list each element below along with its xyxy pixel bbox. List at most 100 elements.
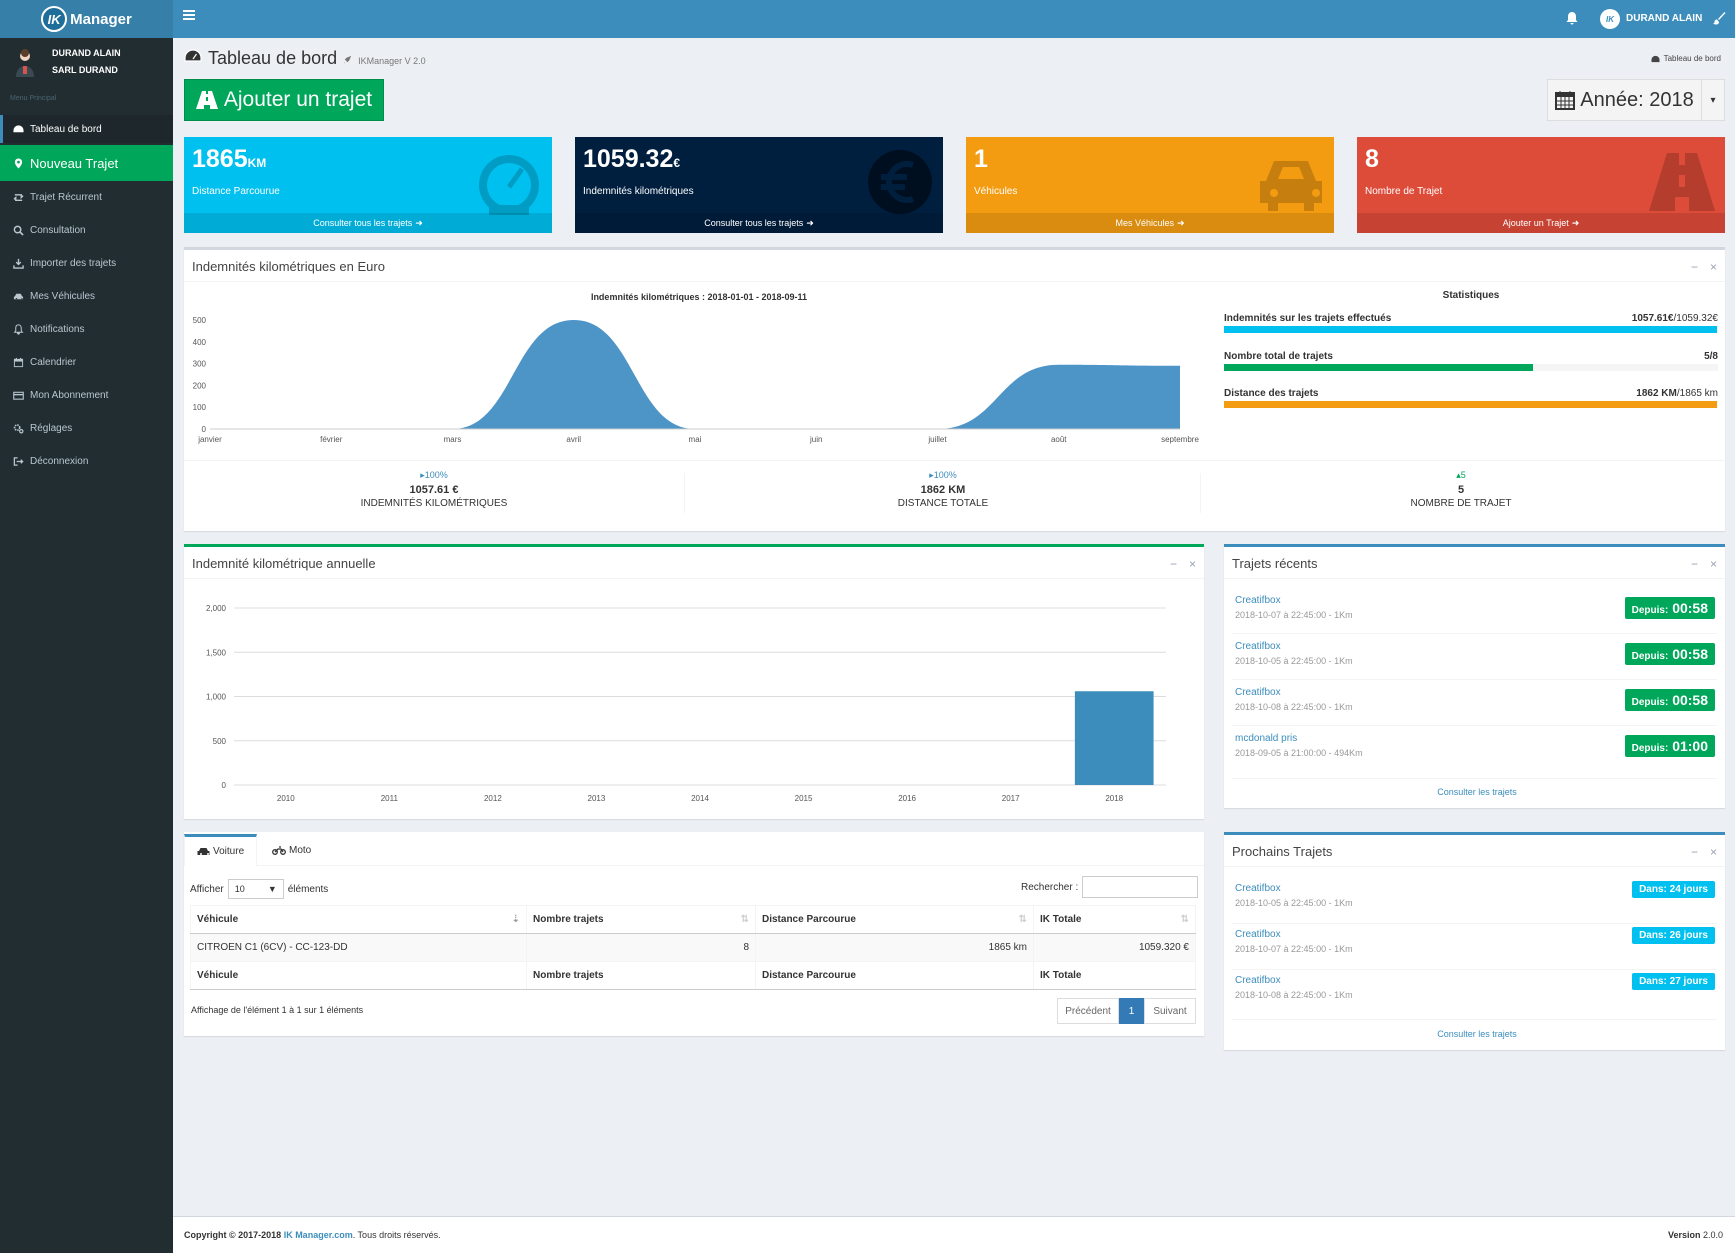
app-logo[interactable]: IK Manager — [0, 0, 173, 38]
pagination-previous[interactable]: Précédent — [1057, 998, 1119, 1024]
sidebar-item-notifications[interactable]: Notifications — [0, 315, 173, 343]
stat-link[interactable]: Mes Véhicules ➜ — [966, 213, 1334, 233]
close-icon[interactable]: × — [1188, 557, 1196, 571]
table-row: CITROEN C1 (6CV) - CC-123-DD 8 1865 km 1… — [190, 933, 1196, 962]
stat-label: Distance Parcourue — [192, 186, 280, 197]
user-menu-name[interactable]: DURAND ALAIN — [1626, 13, 1703, 24]
box-title: Indemnités kilométriques en Euro — [192, 259, 385, 274]
progress-fill — [1224, 364, 1533, 371]
sidebar-item-label: Tableau de bord — [30, 123, 102, 135]
stat-value: 1 — [974, 145, 988, 173]
recent-trip-item: Creatifbox 2018-10-05 à 22:45:00 - 1Km D… — [1235, 641, 1715, 666]
trip-name-link[interactable]: Creatifbox — [1235, 687, 1281, 698]
sidebar-item-abonnement[interactable]: Mon Abonnement — [0, 381, 173, 409]
trip-name-link[interactable]: Creatifbox — [1235, 883, 1281, 894]
y-tick-label: 1,500 — [206, 648, 227, 657]
column-header[interactable]: Nombre trajets ⇅ — [526, 905, 756, 934]
description-label: INDEMNITÉS KILOMÉTRIQUES — [360, 498, 508, 509]
bell-icon[interactable] — [1565, 11, 1579, 25]
sidebar-item-importer[interactable]: Importer des trajets — [0, 249, 173, 277]
column-header[interactable]: IK Totale ⇅ — [1033, 905, 1196, 934]
minimize-icon[interactable]: − — [1690, 845, 1698, 859]
column-header[interactable]: Véhicule ⇣ — [190, 905, 527, 934]
trip-name-link[interactable]: mcdonald pris — [1235, 733, 1298, 744]
year-selector[interactable]: Année: 2018 ▾ — [1547, 79, 1725, 121]
y-tick-label: 300 — [193, 360, 207, 369]
progress-bar — [1224, 401, 1718, 408]
table-cell: 1059.320 € — [1033, 933, 1196, 962]
close-icon[interactable]: × — [1709, 557, 1717, 571]
bar-chart: 0 500 1,000 1,500 2,000 2010 2011 2012 2013 2014 2… — [206, 604, 1166, 803]
car-icon — [1260, 161, 1322, 211]
logo-mark: IK — [41, 6, 68, 32]
table-cell: 1865 km — [755, 933, 1034, 962]
trip-detail: 2018-10-07 à 22:45:00 - 1Km — [1235, 944, 1353, 954]
trip-name-link[interactable]: Creatifbox — [1235, 975, 1281, 986]
sidebar-item-reglages[interactable]: Réglages — [0, 414, 173, 442]
box-tools: − × — [1170, 557, 1196, 571]
minimize-icon[interactable]: − — [1690, 260, 1698, 274]
chevron-down-icon[interactable]: ▾ — [1710, 94, 1716, 106]
series-area — [210, 320, 1180, 429]
description-block-trajets: ▴5 5 NOMBRE DE TRAJET — [1201, 470, 1721, 509]
add-trip-button[interactable]: Ajouter un trajet — [184, 79, 384, 121]
close-icon[interactable]: × — [1709, 260, 1717, 274]
stat-link[interactable]: Ajouter un Trajet ➜ — [1357, 213, 1725, 233]
tab-voiture[interactable]: Voiture — [184, 834, 258, 866]
sidebar-toggle-icon[interactable] — [183, 10, 195, 22]
progress-fill — [1224, 326, 1717, 333]
trip-name-link[interactable]: Creatifbox — [1235, 595, 1281, 606]
search-input[interactable] — [1082, 876, 1199, 898]
recent-trip-item: Creatifbox 2018-10-08 à 22:45:00 - 1Km D… — [1235, 687, 1715, 712]
trip-detail: 2018-10-05 à 22:45:00 - 1Km — [1235, 656, 1353, 666]
stat-link[interactable]: Consulter tous les trajets ➜ — [184, 213, 552, 233]
breadcrumb-item[interactable]: Tableau de bord — [1663, 54, 1721, 63]
euro-icon — [868, 150, 932, 214]
minimize-icon[interactable]: − — [1690, 557, 1698, 571]
trip-detail: 2018-10-07 à 22:45:00 - 1Km — [1235, 610, 1353, 620]
stat-link[interactable]: Consulter tous les trajets ➜ — [575, 213, 943, 233]
user-company: SARL DURAND — [52, 65, 118, 75]
user-profile-icon — [16, 49, 34, 77]
sidebar-item-consultation[interactable]: Consultation — [0, 216, 173, 244]
sidebar-item-tableau-de-bord[interactable]: Tableau de bord — [0, 115, 173, 143]
sidebar-item-deconnexion[interactable]: Déconnexion — [0, 447, 173, 475]
page-header: Tableau de bord IKManager V 2.0 — [184, 48, 426, 69]
column-header[interactable]: Distance Parcourue ⇅ — [755, 905, 1034, 934]
sidebar-item-trajet-recurrent[interactable]: Trajet Récurrent — [0, 183, 173, 211]
paint-brush-icon[interactable] — [1712, 11, 1726, 25]
sidebar-item-nouveau-trajet[interactable]: Nouveau Trajet — [0, 145, 173, 181]
user-name: DURAND ALAIN — [52, 48, 121, 58]
x-tick-label: 2011 — [381, 794, 399, 803]
description-label: NOMBRE DE TRAJET — [1410, 498, 1512, 509]
x-tick-label: juin — [809, 435, 822, 444]
close-icon[interactable]: × — [1709, 845, 1717, 859]
trip-detail: 2018-09-05 à 21:00:00 - 494Km — [1235, 748, 1363, 758]
view-trips-link[interactable]: Consulter les trajets — [1437, 787, 1517, 797]
sidebar-item-calendrier[interactable]: Calendrier — [0, 348, 173, 376]
trip-time-badge: Depuis: 00:58 — [1624, 643, 1715, 665]
next-trip-item: Creatifbox 2018-10-05 à 22:45:00 - 1Km D… — [1235, 881, 1715, 908]
stat-box-distance: 1865KM Distance Parcourue Consulter tous… — [184, 137, 552, 233]
trip-name-link[interactable]: Creatifbox — [1235, 929, 1281, 940]
column-footer: Véhicule — [190, 961, 527, 990]
pagination-next[interactable]: Suivant — [1144, 998, 1196, 1024]
sort-icon: ⇅ — [1018, 914, 1027, 925]
pagination-page[interactable]: 1 — [1119, 998, 1144, 1024]
trip-name-link[interactable]: Creatifbox — [1235, 641, 1281, 652]
minimize-icon[interactable]: − — [1169, 557, 1177, 571]
list-divider — [1232, 1019, 1717, 1020]
top-navbar: IK Manager IK DURAND ALAIN — [0, 0, 1735, 38]
description-block-distance: ▸100% 1862 KM DISTANCE TOTALE — [685, 470, 1201, 509]
table-cell: CITROEN C1 (6CV) - CC-123-DD — [190, 933, 527, 962]
sidebar-item-vehicules[interactable]: Mes Véhicules — [0, 282, 173, 310]
caret-up-icon: ▴ — [1456, 470, 1461, 480]
user-panel: DURAND ALAIN SARL DURAND — [0, 38, 173, 88]
column-footer: Nombre trajets — [526, 961, 756, 990]
footer-brand-link[interactable]: IK Manager.com — [283, 1230, 353, 1240]
view-trips-link[interactable]: Consulter les trajets — [1437, 1029, 1517, 1039]
tab-moto[interactable]: Moto — [260, 834, 323, 866]
length-select[interactable]: 10 ▼ — [227, 879, 284, 899]
year-selector-main[interactable]: Année: 2018 — [1548, 80, 1702, 120]
user-avatar[interactable]: IK — [1600, 9, 1620, 29]
